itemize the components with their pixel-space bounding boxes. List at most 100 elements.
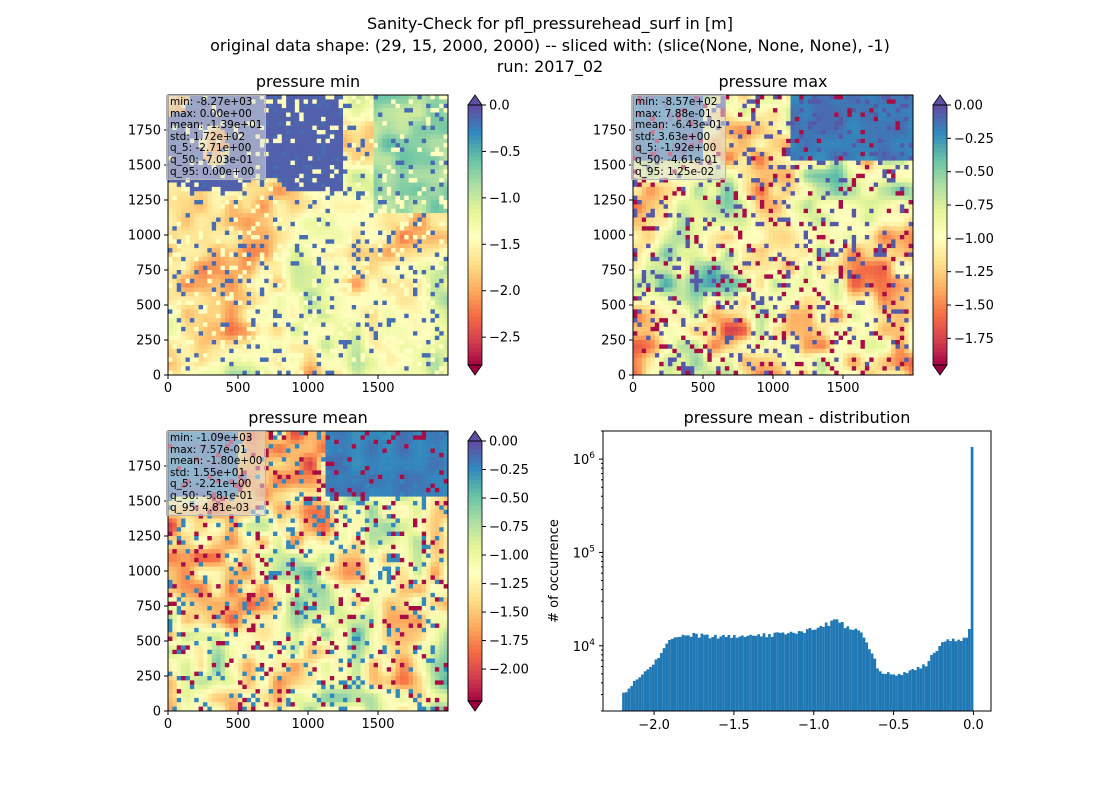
colorbar-tick-label: −1.75: [489, 634, 529, 649]
histogram-bar: [968, 628, 971, 711]
histogram-bar: [897, 673, 901, 711]
histogram-bar: [770, 636, 774, 711]
histogram-bar: [627, 688, 631, 711]
histogram-bar: [789, 631, 793, 711]
y-tick-label: 105: [573, 544, 595, 561]
histogram-bar: [651, 664, 655, 711]
histogram-bar: [873, 658, 877, 711]
histogram-bar: [754, 635, 758, 711]
panel-min-stats: min: -8.27e+03 max: 0.00e+00 mean: -1.39…: [166, 95, 267, 181]
y-tick-label: 1750: [128, 124, 161, 139]
histogram-bar: [641, 674, 644, 711]
histogram-bar: [830, 620, 833, 711]
x-tick-label: −1.0: [798, 718, 830, 733]
y-tick-label: 1000: [593, 229, 626, 244]
colorbar-tick-label: −1.75: [954, 332, 994, 347]
y-tick-label: 1750: [593, 124, 626, 139]
histogram-bar: [624, 692, 628, 711]
histogram-bar: [892, 674, 896, 711]
histogram-bar: [919, 668, 923, 711]
y-tick-label: 1000: [128, 229, 161, 244]
histogram-bar: [700, 633, 704, 711]
histogram-bar: [622, 692, 625, 711]
histogram-bar: [749, 634, 752, 711]
x-tick-label: 500: [226, 717, 251, 732]
colorbar: 0.00 −0.25 −0.50 −0.75 −1.00 −1.25 −1.50 −1.75 −…: [467, 430, 529, 712]
histogram-bar: [687, 635, 690, 711]
colorbar-tick-label: 0.00: [489, 435, 518, 450]
histogram-bar: [965, 637, 969, 711]
colorbar-tick-label: −2.00: [489, 663, 529, 678]
histogram-bar: [678, 636, 682, 711]
histogram-bar: [808, 628, 812, 711]
histogram-bar: [881, 673, 885, 711]
histogram-bar: [903, 672, 906, 711]
panel-mean-stats: min: -1.09e+03 max: 7.57e-01 mean: -1.80…: [166, 431, 267, 517]
colorbar-tick-label: −0.75: [489, 520, 529, 535]
histogram-bar: [954, 641, 958, 711]
histogram-bar: [638, 677, 642, 711]
colorbar-tick-label: 0.0: [489, 99, 510, 114]
histogram-bar: [668, 639, 671, 711]
histogram-bar: [805, 629, 809, 711]
histogram-bar: [730, 637, 733, 711]
histogram-bar: [927, 660, 931, 711]
histogram-bar: [781, 632, 785, 711]
y-tick-label: 250: [136, 670, 161, 685]
histogram-bar: [859, 632, 863, 711]
panel-hist-chart: −2.0 −1.5 −1.0 −0.5 0.0 104 105 106 # of occurre…: [547, 430, 992, 733]
colorbar-frame: [932, 104, 948, 366]
histogram-bar: [895, 675, 898, 711]
histogram-bar: [654, 659, 658, 711]
histogram-bar: [946, 639, 950, 711]
histogram-bar: [922, 664, 925, 711]
figure-suptitle-line-2: original data shape: (29, 15, 2000, 2000…: [210, 36, 890, 55]
y-tick-label: 750: [136, 600, 161, 615]
histogram-bar: [868, 649, 871, 711]
histogram-bar: [741, 635, 744, 711]
colorbar-tick-label: −0.25: [954, 132, 994, 147]
histogram-bar: [913, 670, 917, 711]
histogram-bar: [930, 654, 933, 711]
histogram-bar: [949, 641, 952, 711]
histogram-bar: [703, 634, 706, 711]
histogram-bar: [835, 619, 839, 711]
histogram-bar: [816, 627, 820, 711]
colorbar-tick-label: −0.50: [954, 165, 994, 180]
y-tick-label: 250: [601, 334, 626, 349]
histogram-bar: [759, 636, 763, 711]
histogram-bar: [670, 638, 674, 711]
y-tick-label: 0: [153, 705, 161, 720]
histogram-bar: [727, 634, 731, 711]
x-tick-label: 1500: [361, 381, 394, 396]
x-tick-label: −2.0: [638, 718, 670, 733]
colorbar-tick-label: −0.5: [489, 145, 521, 160]
histogram-bar: [924, 666, 928, 711]
colorbar-tick-label: −0.75: [954, 199, 994, 214]
histogram-bar: [676, 637, 679, 711]
colorbar-tick-label: −1.50: [489, 606, 529, 621]
histogram-bar: [773, 632, 777, 711]
colorbar-tick-label: −0.50: [489, 492, 529, 507]
histogram-bar: [665, 643, 669, 711]
histogram-bar: [870, 653, 874, 711]
histogram-bar: [814, 629, 817, 711]
histogram-bar: [684, 635, 688, 711]
histogram-bar: [630, 686, 633, 711]
x-tick-label: −0.5: [878, 718, 910, 733]
histogram-bar: [635, 679, 639, 711]
x-tick-label: 0: [629, 381, 637, 396]
histogram-bar: [784, 634, 787, 711]
colorbar-tick-label: −1.0: [489, 191, 521, 206]
histogram-bar: [827, 625, 831, 711]
histogram-bar: [951, 638, 955, 711]
histogram-bar: [941, 642, 944, 711]
colorbar-tick-label: −2.5: [489, 331, 521, 346]
histogram-bar: [657, 657, 660, 711]
colorbar: 0.00 −0.25 −0.50 −0.75 −1.00 −1.25 −1.50 −1.75: [932, 94, 994, 376]
x-tick-label: 0: [164, 717, 172, 732]
y-tick-label: 1500: [128, 159, 161, 174]
y-tick-label: 750: [136, 264, 161, 279]
x-tick-label: 1000: [291, 717, 324, 732]
histogram-bar: [889, 674, 893, 711]
